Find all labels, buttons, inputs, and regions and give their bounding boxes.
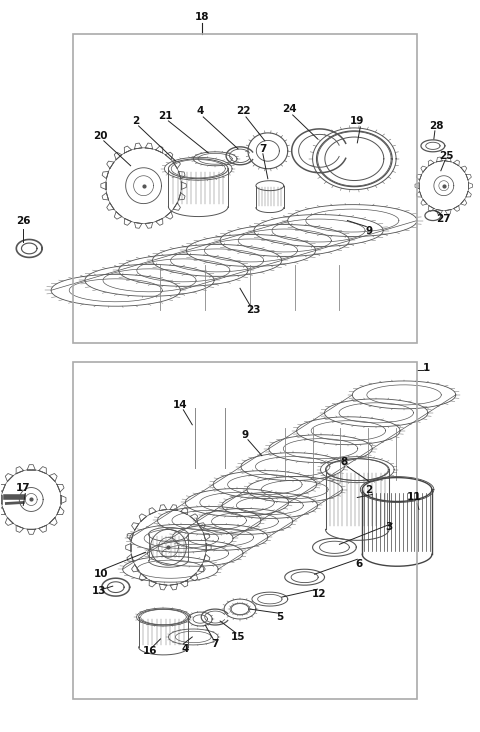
Text: 20: 20 bbox=[94, 131, 108, 141]
Text: 9: 9 bbox=[366, 225, 373, 236]
Text: 8: 8 bbox=[341, 457, 348, 466]
Text: 15: 15 bbox=[231, 632, 245, 642]
Text: 4: 4 bbox=[181, 644, 189, 654]
Text: 6: 6 bbox=[356, 559, 363, 569]
Text: 12: 12 bbox=[312, 589, 327, 599]
Text: 25: 25 bbox=[440, 151, 454, 161]
Text: 7: 7 bbox=[212, 639, 219, 649]
Text: 26: 26 bbox=[16, 215, 31, 225]
Text: 3: 3 bbox=[385, 523, 393, 532]
Text: 2: 2 bbox=[132, 116, 139, 126]
Text: 2: 2 bbox=[366, 485, 373, 495]
Text: 11: 11 bbox=[407, 493, 421, 502]
Text: 14: 14 bbox=[173, 400, 188, 410]
Bar bbox=[73, 362, 417, 699]
Text: 16: 16 bbox=[143, 646, 158, 656]
Text: 1: 1 bbox=[423, 363, 431, 373]
Text: 5: 5 bbox=[276, 612, 283, 622]
Text: 23: 23 bbox=[246, 305, 260, 315]
Text: 10: 10 bbox=[94, 569, 108, 579]
Text: 17: 17 bbox=[16, 482, 31, 493]
Bar bbox=[73, 34, 417, 343]
Text: 9: 9 bbox=[241, 430, 249, 440]
Text: 18: 18 bbox=[195, 12, 209, 23]
Text: 21: 21 bbox=[158, 111, 173, 121]
Text: 22: 22 bbox=[236, 106, 250, 116]
Text: 13: 13 bbox=[92, 586, 106, 596]
Text: 19: 19 bbox=[350, 116, 364, 126]
Text: 24: 24 bbox=[282, 104, 297, 114]
Text: 27: 27 bbox=[436, 214, 451, 223]
Text: 7: 7 bbox=[259, 143, 266, 154]
Text: 4: 4 bbox=[196, 106, 204, 116]
Text: 28: 28 bbox=[430, 121, 444, 131]
